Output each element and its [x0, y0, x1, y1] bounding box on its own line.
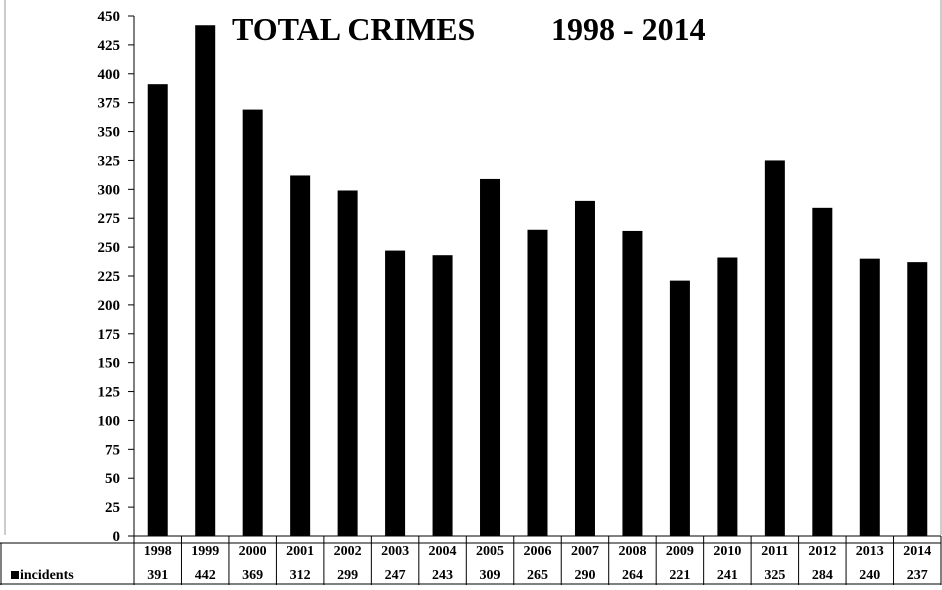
data-value-label: 284 [812, 568, 833, 583]
x-category-label: 1998 [144, 544, 172, 559]
y-tick-label: 375 [98, 96, 121, 112]
data-value-label: 325 [764, 568, 785, 583]
x-category-label: 2014 [903, 544, 931, 559]
data-value-label: 290 [574, 568, 595, 583]
y-tick-label: 100 [98, 413, 121, 429]
y-tick-label: 175 [98, 327, 121, 343]
bar-2014 [907, 262, 928, 536]
bar-2010 [717, 257, 738, 536]
x-category-label: 2003 [381, 544, 409, 559]
data-value-label: 309 [480, 568, 501, 583]
y-tick-label: 225 [98, 269, 121, 285]
x-category-label: 2008 [618, 544, 646, 559]
data-value-label: 369 [242, 568, 263, 583]
y-tick-label: 450 [98, 9, 121, 25]
data-table: 1998 391 1999 442 2000 369 2001 312 2002 299 2003 2… [0, 535, 942, 585]
bar-1998 [147, 84, 168, 536]
data-value-label: 247 [385, 568, 406, 583]
y-tick-label: 300 [98, 182, 121, 198]
x-category-label: 2011 [761, 544, 788, 559]
y-tick-label: 150 [98, 356, 121, 372]
x-category-label: 2006 [524, 544, 552, 559]
y-tick-label: 75 [105, 442, 120, 458]
y-tick-label: 425 [98, 38, 121, 54]
plot-frame [4, 0, 942, 535]
x-category-label: 2000 [239, 544, 267, 559]
y-tick-label: 350 [98, 125, 121, 141]
chart-title: TOTAL CRIMES [232, 11, 475, 47]
bar-2003 [385, 250, 406, 537]
chart-subtitle: 1998 - 2014 [551, 11, 706, 47]
x-category-label: 2001 [286, 544, 314, 559]
bar-2008 [622, 230, 643, 536]
x-category-label: 2013 [856, 544, 884, 559]
bar-1999 [195, 25, 216, 536]
chart-title-group: TOTAL CRIMES 1998 - 2014 [232, 11, 706, 47]
data-value-label: 237 [907, 568, 928, 583]
y-tick-label: 325 [98, 153, 121, 169]
data-value-label: 391 [147, 568, 168, 583]
data-value-label: 299 [337, 568, 358, 583]
data-value-label: 264 [622, 568, 643, 583]
bar-2012 [812, 207, 833, 537]
bar-2000 [242, 109, 263, 536]
data-value-label: 240 [859, 568, 880, 583]
bar-2013 [859, 258, 880, 536]
y-tick-label: 50 [105, 471, 120, 487]
y-tick-label: 250 [98, 240, 121, 256]
y-axis: 0 25 50 75 100 125 150 175 200 225 250 275 300 325 350… [98, 9, 135, 545]
bar-2007 [574, 200, 595, 536]
bar-2002 [337, 190, 358, 536]
y-tick-label: 400 [98, 67, 121, 83]
y-tick-label: 200 [98, 298, 121, 314]
data-value-label: 241 [717, 568, 738, 583]
legend-swatch [11, 571, 19, 579]
bar-2001 [290, 175, 311, 536]
bar-2005 [480, 178, 501, 536]
x-category-label: 2002 [334, 544, 362, 559]
y-tick-label: 125 [98, 385, 121, 401]
x-category-label: 2007 [571, 544, 599, 559]
data-value-label: 243 [432, 568, 453, 583]
bar-2009 [669, 280, 690, 536]
bars [147, 25, 928, 537]
x-category-label: 2010 [713, 544, 741, 559]
x-category-label: 2009 [666, 544, 694, 559]
y-tick-label: 275 [98, 211, 121, 227]
x-category-label: 2004 [429, 544, 457, 559]
legend-series-label: incidents [20, 568, 74, 583]
x-category-label: 2012 [808, 544, 836, 559]
x-category-label: 2005 [476, 544, 504, 559]
bar-2011 [764, 160, 785, 536]
data-value-label: 221 [669, 568, 690, 583]
data-value-label: 265 [527, 568, 548, 583]
y-tick-label: 25 [105, 500, 120, 516]
bar-2006 [527, 229, 548, 536]
data-value-label: 312 [290, 568, 311, 583]
bar-2004 [432, 255, 453, 536]
x-category-label: 1999 [191, 544, 219, 559]
y-tick-label: 0 [113, 529, 121, 545]
data-value-label: 442 [195, 568, 216, 583]
